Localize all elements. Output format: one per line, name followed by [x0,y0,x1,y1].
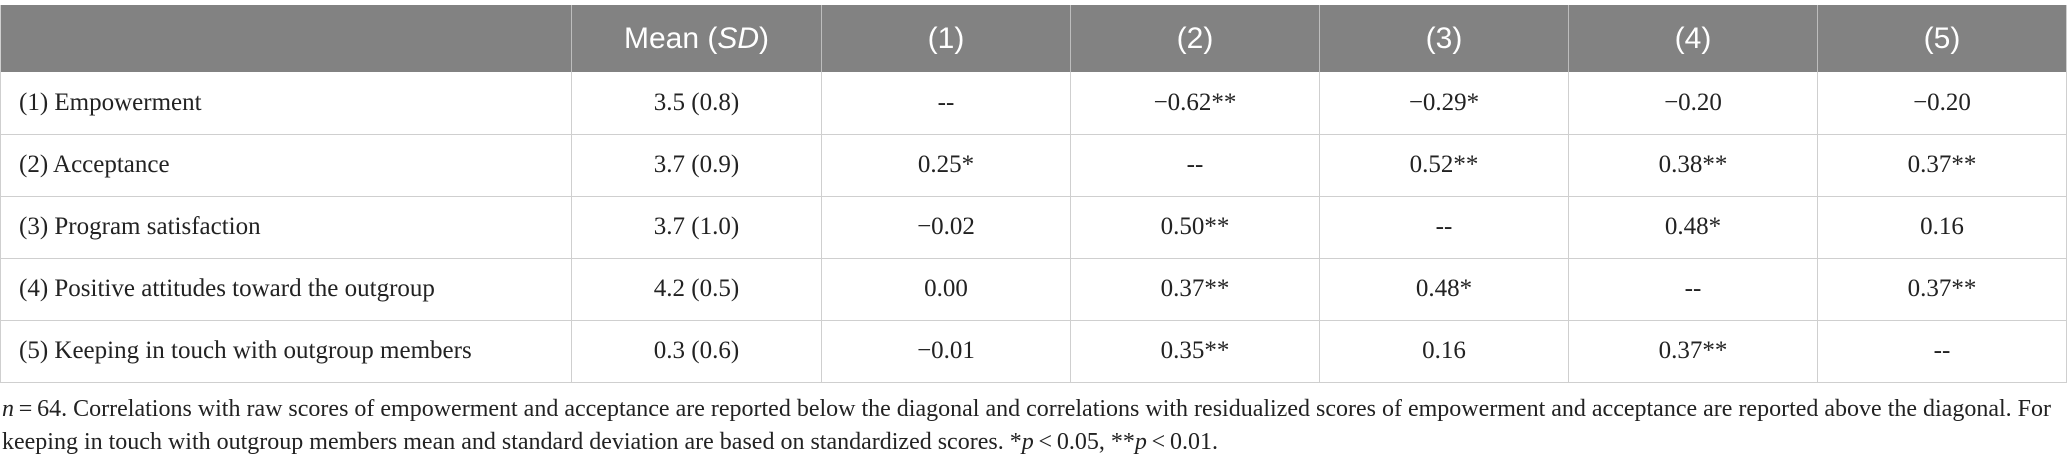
correlation-cell: −0.20 [1817,72,2067,135]
header-mean-sd: Mean (SD) [571,5,822,72]
correlation-cell: 0.37** [1817,134,2067,197]
note-n-text: = 64. Correlations with raw scores of em… [2,396,2051,455]
correlation-cell: -- [821,72,1071,135]
header-blank-cell [0,5,572,72]
header-row: Mean (SD) (1) (2) (3) (4) (5) [0,5,2067,72]
header-mean-close: ) [759,21,770,55]
mean-sd-cell: 3.7 (0.9) [571,134,822,197]
table-row: (4) Positive attitudes toward the outgro… [0,258,2067,321]
correlation-cell: -- [1070,134,1320,197]
correlation-cell: 0.50** [1070,196,1320,259]
table-row: (2) Acceptance 3.7 (0.9) 0.25* -- 0.52**… [0,134,2067,197]
correlation-cell: 0.35** [1070,320,1320,383]
note-p1-symbol: p [1021,429,1034,455]
header-col-1: (1) [821,5,1071,72]
correlation-table-container: Mean (SD) (1) (2) (3) (4) (5) (1) Empowe… [0,5,2067,383]
row-label: (2) Acceptance [0,134,572,197]
mean-sd-cell: 3.5 (0.8) [571,72,822,135]
correlation-cell: 0.48* [1319,258,1569,321]
note-n-symbol: n [2,396,14,422]
table-row: (1) Empowerment 3.5 (0.8) -- −0.62** −0.… [0,72,2067,135]
correlation-cell: 0.48* [1568,196,1818,259]
correlation-cell: 0.16 [1319,320,1569,383]
correlation-cell: 0.25* [821,134,1071,197]
row-label: (3) Program satisfaction [0,196,572,259]
note-p2-symbol: p [1134,429,1147,455]
correlation-cell: 0.37** [1817,258,2067,321]
note-p2-text: < 0.01. [1146,429,1219,455]
correlation-cell: 0.52** [1319,134,1569,197]
correlation-cell: 0.00 [821,258,1071,321]
correlation-cell: 0.37** [1568,320,1818,383]
table-row: (3) Program satisfaction 3.7 (1.0) −0.02… [0,196,2067,259]
table-body: (1) Empowerment 3.5 (0.8) -- −0.62** −0.… [0,72,2067,383]
correlation-cell: −0.62** [1070,72,1320,135]
correlation-cell: -- [1568,258,1818,321]
correlation-table: Mean (SD) (1) (2) (3) (4) (5) (1) Empowe… [0,5,2067,383]
correlation-cell: -- [1817,320,2067,383]
correlation-cell: −0.01 [821,320,1071,383]
row-label: (5) Keeping in touch with outgroup membe… [0,320,572,383]
row-label: (1) Empowerment [0,72,572,135]
correlation-cell: −0.02 [821,196,1071,259]
header-col-3: (3) [1319,5,1569,72]
header-col-5: (5) [1817,5,2067,72]
correlation-cell: -- [1319,196,1569,259]
correlation-cell: 0.38** [1568,134,1818,197]
table-footnote: n = 64. Correlations with raw scores of … [2,393,2062,459]
mean-sd-cell: 3.7 (1.0) [571,196,822,259]
correlation-cell: 0.16 [1817,196,2067,259]
table-header: Mean (SD) (1) (2) (3) (4) (5) [0,5,2067,72]
mean-sd-cell: 0.3 (0.6) [571,320,822,383]
table-row: (5) Keeping in touch with outgroup membe… [0,320,2067,383]
header-mean-label: Mean ( [623,21,718,55]
note-p1-text: < 0.05, ** [1033,429,1135,455]
correlation-cell: 0.37** [1070,258,1320,321]
header-sd-label: SD [717,21,760,55]
row-label: (4) Positive attitudes toward the outgro… [0,258,572,321]
header-col-2: (2) [1070,5,1320,72]
correlation-cell: −0.29* [1319,72,1569,135]
header-col-4: (4) [1568,5,1818,72]
correlation-cell: −0.20 [1568,72,1818,135]
mean-sd-cell: 4.2 (0.5) [571,258,822,321]
